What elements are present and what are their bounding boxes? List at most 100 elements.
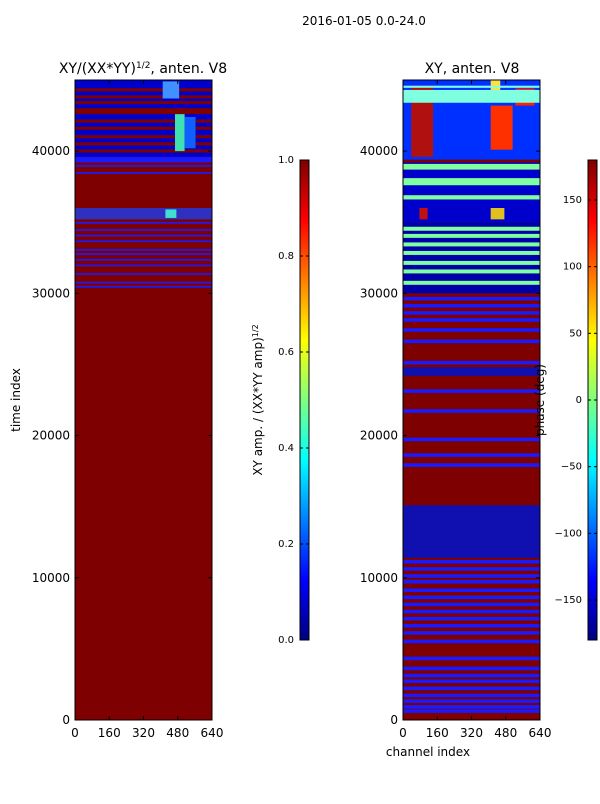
y-tick-label: 10000: [32, 571, 70, 585]
heatmap-band: [403, 269, 540, 274]
heatmap-band: [75, 156, 212, 163]
heatmap-band: [403, 163, 540, 170]
heatmap-band: [403, 453, 540, 457]
heatmap-band: [403, 666, 540, 671]
right-x-ticks: 0 160 320 480 640: [399, 80, 551, 740]
left-colorbar: 0.0 0.2 0.4 0.6 0.8 1.0 XY amp. / (XX*YY amp)…: [251, 155, 310, 646]
colorbar-tick-label: 0.2: [278, 539, 294, 550]
right-colorbar: phase (deg) −150 −100 −50 0 50 100 150: [533, 159, 598, 641]
heatmap-band: [403, 389, 540, 393]
heatmap-band: [75, 126, 212, 130]
colorbar-tick-label: −50: [561, 462, 582, 473]
heatmap-band: [75, 165, 212, 167]
y-tick-label: 40000: [360, 144, 398, 158]
y-tick-label: 0: [390, 713, 398, 727]
heatmap-band: [75, 285, 212, 288]
heatmap-band: [403, 463, 540, 467]
heatmap-band: [403, 226, 540, 231]
y-tick-label: 10000: [360, 571, 398, 585]
heatmap-band: [403, 233, 540, 238]
right-panel: XY, anten. V8 0 160 320 480 640 0 10000 20000 3…: [360, 61, 552, 759]
x-tick-label: 320: [460, 726, 483, 740]
heatmap-band: [403, 296, 540, 301]
y-tick-label: 30000: [360, 286, 398, 300]
heatmap-band: [75, 240, 212, 243]
left-heatmap-bands: [75, 80, 212, 288]
heatmap-band: [75, 172, 212, 174]
heatmap-band: [403, 360, 540, 365]
right-y-ticks: 0 10000 20000 30000 40000: [360, 144, 540, 727]
heatmap-band: [75, 108, 212, 112]
heatmap-band: [75, 273, 212, 275]
left-panel: XY/(XX*YY)1/2, anten. V8 0 160 320 480 640 0…: [9, 61, 227, 740]
heatmap-band: [165, 209, 177, 218]
colorbar-tick-label: 0.8: [278, 251, 294, 262]
heatmap-band: [403, 709, 540, 713]
left-heatmap-background: [75, 80, 212, 720]
heatmap-band: [490, 105, 513, 150]
figure-suptitle: 2016-01-05 0.0-24.0: [302, 14, 426, 28]
heatmap-band: [403, 588, 540, 592]
x-tick-label: 640: [201, 726, 224, 740]
right-heatmap: [403, 80, 540, 720]
heatmap-band: [75, 264, 212, 267]
heatmap-band: [162, 81, 180, 99]
heatmap-band: [75, 248, 212, 251]
heatmap-band: [403, 195, 540, 200]
heatmap-band: [403, 567, 540, 571]
heatmap-band: [184, 116, 196, 149]
heatmap-band: [403, 639, 540, 644]
left-title: XY/(XX*YY)1/2, anten. V8: [59, 61, 227, 77]
heatmap-band: [75, 221, 212, 224]
colorbar-tick-label: 50: [569, 328, 582, 339]
heatmap-band: [403, 409, 540, 413]
heatmap-band: [75, 135, 212, 139]
heatmap-band: [403, 250, 540, 255]
y-tick-label: 40000: [32, 144, 70, 158]
heatmap-band: [75, 95, 212, 99]
colorbar-tick-label: 0: [576, 395, 582, 406]
heatmap-band: [403, 89, 540, 103]
y-tick-label: 30000: [32, 286, 70, 300]
heatmap-band: [419, 208, 428, 220]
heatmap-band: [403, 609, 540, 614]
heatmap-band: [403, 574, 540, 578]
heatmap-band: [403, 328, 540, 332]
heatmap-band: [403, 318, 540, 322]
x-tick-label: 480: [166, 726, 189, 740]
right-colorbar-gradient: [588, 160, 597, 640]
x-tick-label: 0: [71, 726, 79, 740]
heatmap-band: [75, 258, 212, 261]
left-x-ticks: 0 160 320 480 640: [71, 80, 223, 740]
right-heatmap-bands: [403, 80, 540, 713]
heatmap-band: [403, 656, 540, 661]
heatmap-band: [403, 311, 540, 315]
y-tick-label: 0: [62, 713, 70, 727]
heatmap-band: [403, 505, 540, 558]
heatmap-band: [403, 560, 540, 564]
left-y-ticks: 0 10000 20000 30000 40000: [32, 144, 212, 727]
left-heatmap: [75, 80, 212, 720]
heatmap-band: [403, 595, 540, 600]
colorbar-tick-label: 1.0: [278, 155, 294, 166]
heatmap-band: [403, 699, 540, 703]
heatmap-band: [75, 234, 212, 237]
heatmap-band: [75, 149, 212, 153]
colorbar-tick-label: 100: [563, 262, 582, 273]
heatmap-band: [75, 229, 212, 231]
heatmap-band: [403, 631, 540, 635]
heatmap-band: [403, 616, 540, 621]
heatmap-band: [403, 367, 540, 376]
x-tick-label: 0: [399, 726, 407, 740]
heatmap-band: [490, 208, 505, 220]
x-tick-label: 480: [494, 726, 517, 740]
left-colorbar-label: XY amp. / (XX*YY amp)1/2: [251, 324, 266, 475]
x-tick-label: 320: [132, 726, 155, 740]
heatmap-band: [75, 88, 212, 92]
left-ylabel: time index: [9, 368, 23, 432]
y-tick-label: 20000: [32, 429, 70, 443]
heatmap-band: [75, 253, 212, 255]
heatmap-band: [403, 85, 540, 88]
heatmap-band: [403, 178, 540, 186]
